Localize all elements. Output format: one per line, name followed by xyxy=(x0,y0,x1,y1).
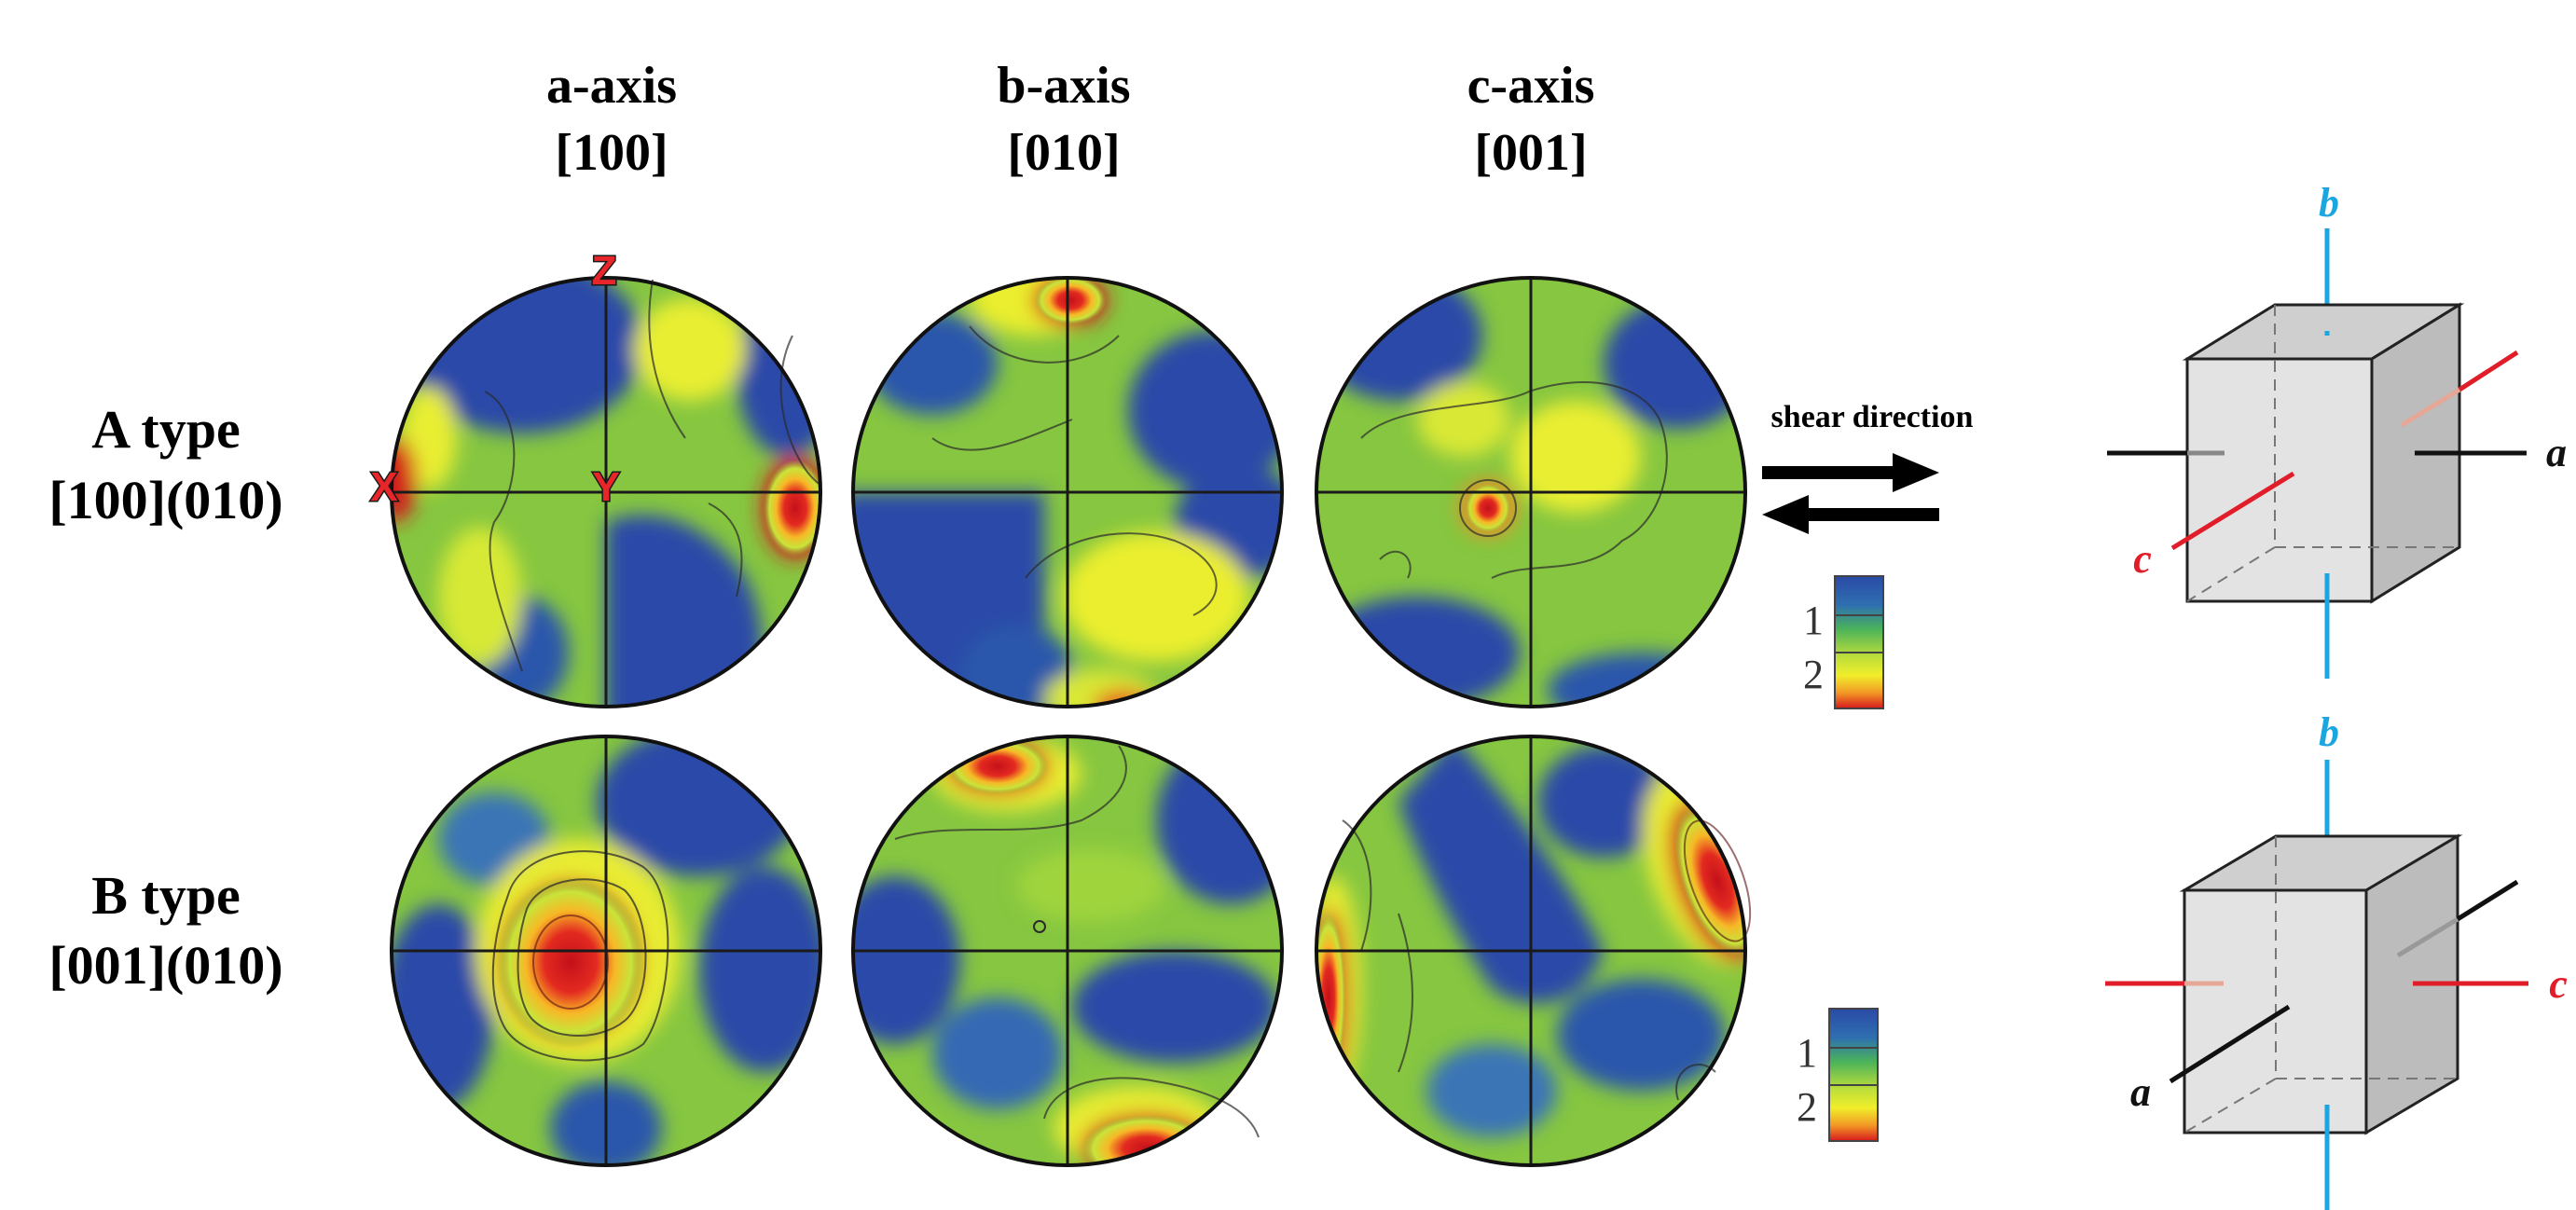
marker-z: Z xyxy=(592,248,617,294)
cube-b-label-a: a xyxy=(2130,1069,2151,1115)
cube-a-label-a: a xyxy=(2546,430,2567,475)
col-header-b-index: [010] xyxy=(1007,124,1120,182)
col-header-a-index: [100] xyxy=(555,124,668,182)
col-header-c-axis: c-axis xyxy=(1467,57,1595,115)
col-header-c-index: [001] xyxy=(1474,124,1587,182)
row-label-a-type: A type xyxy=(91,399,241,460)
marker-x: X xyxy=(370,464,397,510)
cube-a-label-c: c xyxy=(2133,536,2152,582)
col-header-a-axis: a-axis xyxy=(546,57,677,115)
cube-a-label-b: b xyxy=(2319,180,2339,226)
pole-figure-a-type-b-axis xyxy=(851,276,1284,708)
row-label-a-system: [100](010) xyxy=(48,470,282,530)
scale-a-label-1: 1 xyxy=(1803,598,1824,643)
shear-arrow-left-icon xyxy=(1762,495,1939,534)
row-label-b-type: B type xyxy=(91,865,241,926)
cube-b-label-c: c xyxy=(2549,961,2568,1007)
shear-direction-label: shear direction xyxy=(1771,400,1974,434)
col-header-b-axis: b-axis xyxy=(997,57,1130,115)
row-label-b-system: [001](010) xyxy=(48,935,282,996)
scale-b-label-1: 1 xyxy=(1797,1030,1817,1076)
pole-figure-b-type-b-axis xyxy=(851,735,1284,1167)
shear-arrow-right-icon xyxy=(1762,453,1939,492)
crystal-cube-b-type xyxy=(2105,760,2528,1210)
cube-b-label-b: b xyxy=(2319,709,2339,755)
pole-figure-a-type-c-axis xyxy=(1315,276,1747,708)
color-scale-b xyxy=(1828,1008,1879,1142)
scale-b-label-2: 2 xyxy=(1797,1084,1817,1130)
crystal-cube-a-type xyxy=(2107,228,2527,679)
scale-a-label-2: 2 xyxy=(1803,652,1824,697)
color-scale-a xyxy=(1834,575,1884,709)
pole-figure-b-type-a-axis xyxy=(390,735,822,1167)
pole-figure-b-type-c-axis xyxy=(1315,735,1752,1167)
marker-y: Y xyxy=(592,464,619,510)
